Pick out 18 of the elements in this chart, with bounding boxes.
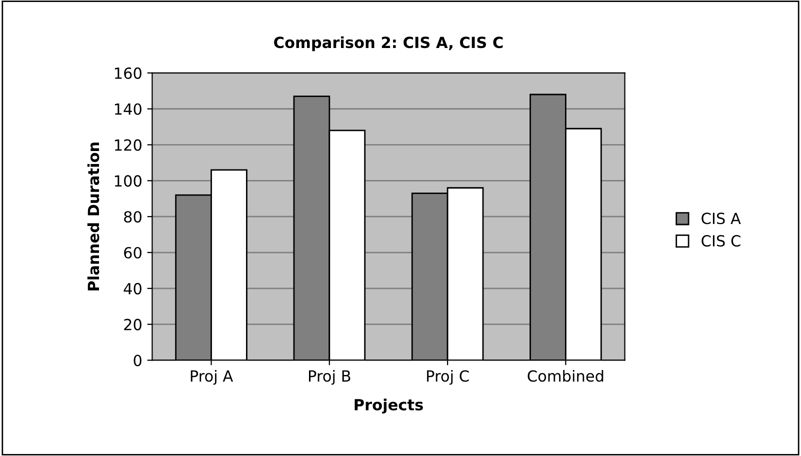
y-tick-label: 160 [114, 67, 142, 79]
legend-label: CIS C [702, 235, 740, 247]
x-tick-label: Proj C [427, 370, 469, 385]
y-tick-label: 60 [124, 246, 142, 259]
x-axis-title: Projects [354, 398, 423, 414]
y-tick-label: 80 [124, 211, 142, 223]
y-tick-label: 40 [124, 282, 142, 294]
x-tick-label: Proj A [190, 370, 234, 385]
y-tick-label: 0 [134, 354, 142, 366]
y-tick-label: 120 [114, 139, 142, 151]
y-tick-label: 140 [114, 103, 142, 115]
chart-title: Comparison 2: CIS A, CIS C [274, 36, 503, 52]
y-tick-label: 20 [124, 318, 142, 330]
y-tick-label: 100 [114, 175, 142, 187]
x-tick-label: Combined [528, 370, 604, 382]
y-axis-title: Planned Duration [87, 142, 100, 290]
legend-label: CIS A [702, 212, 741, 224]
x-tick-label: Proj B [309, 370, 350, 385]
